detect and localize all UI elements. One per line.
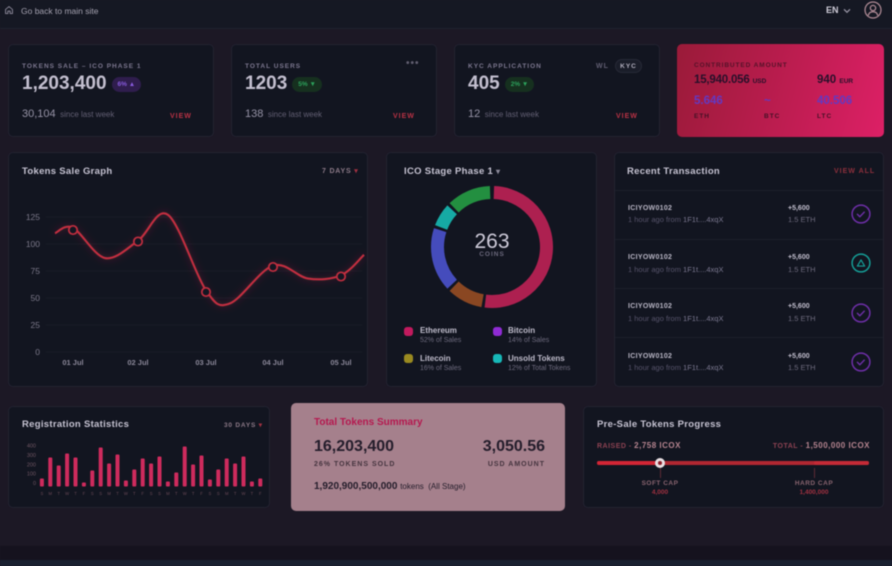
svg-text:F: F (141, 491, 144, 496)
svg-text:T: T (116, 491, 119, 496)
svg-text:S: S (209, 491, 212, 496)
svg-text:400: 400 (27, 444, 36, 450)
svg-text:M: M (166, 491, 170, 496)
svg-text:0: 0 (33, 481, 36, 487)
svg-text:S: S (217, 491, 220, 496)
svg-text:S: S (41, 491, 44, 496)
svg-text:M: M (49, 491, 53, 496)
svg-text:T: T (133, 491, 136, 496)
svg-text:T: T (57, 491, 60, 496)
svg-text:T: T (251, 491, 254, 496)
svg-text:W: W (124, 491, 128, 496)
svg-text:T: T (175, 491, 178, 496)
svg-text:25: 25 (31, 320, 41, 330)
svg-text:01 Jul: 01 Jul (62, 358, 83, 367)
svg-text:0: 0 (35, 347, 40, 357)
svg-text:02 Jul: 02 Jul (127, 358, 148, 367)
svg-text:05 Jul: 05 Jul (330, 358, 351, 367)
svg-text:S: S (150, 491, 153, 496)
svg-text:F: F (83, 491, 86, 496)
svg-text:T: T (192, 491, 195, 496)
svg-text:300: 300 (27, 453, 36, 459)
svg-text:S: S (99, 491, 102, 496)
svg-text:W: W (65, 491, 69, 496)
svg-text:F: F (259, 491, 262, 496)
svg-text:M: M (107, 491, 111, 496)
svg-text:W: W (242, 491, 246, 496)
svg-text:200: 200 (27, 462, 36, 468)
svg-text:75: 75 (31, 266, 41, 276)
svg-text:T: T (234, 491, 237, 496)
svg-text:03 Jul: 03 Jul (195, 358, 216, 367)
svg-text:100: 100 (27, 472, 36, 478)
svg-text:S: S (91, 491, 94, 496)
svg-text:F: F (200, 491, 203, 496)
svg-text:04 Jul: 04 Jul (262, 358, 283, 367)
svg-text:100: 100 (26, 239, 40, 249)
svg-text:W: W (183, 491, 187, 496)
svg-text:S: S (158, 491, 161, 496)
svg-text:125: 125 (26, 212, 40, 222)
svg-text:M: M (225, 491, 229, 496)
svg-text:T: T (74, 491, 77, 496)
svg-text:50: 50 (31, 293, 41, 303)
